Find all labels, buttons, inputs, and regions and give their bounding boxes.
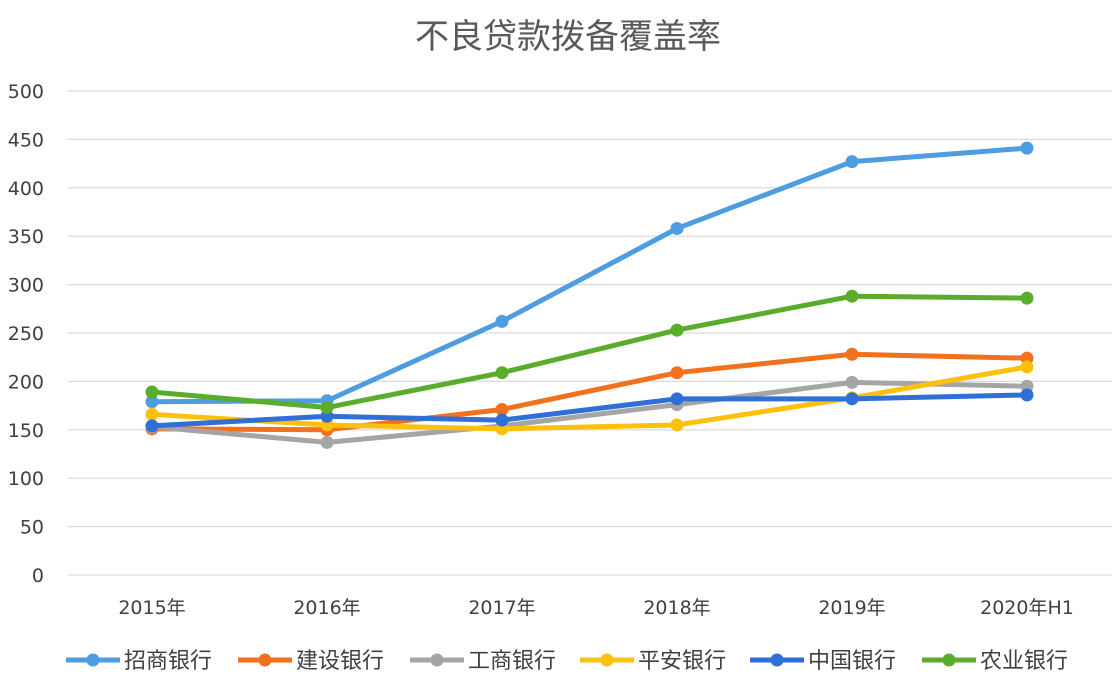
data-point [495, 402, 509, 416]
y-tick-label: 0 [32, 565, 44, 587]
legend-label: 建设银行 [296, 649, 384, 674]
x-tick-label: 2018年 [643, 597, 710, 619]
series-line [151, 379, 1028, 445]
x-tick-label: 2020年H1 [980, 597, 1074, 619]
legend-marker [600, 653, 614, 667]
data-point [845, 375, 859, 389]
y-tick-label: 450 [8, 129, 44, 151]
legend-label: 招商银行 [124, 649, 212, 674]
y-tick-label: 200 [8, 371, 44, 393]
y-tick-label: 500 [8, 81, 44, 103]
legend-marker [86, 653, 100, 667]
data-point [670, 392, 684, 406]
data-point [670, 418, 684, 432]
data-point [145, 385, 159, 399]
data-point [845, 392, 859, 406]
data-point [495, 314, 509, 328]
series-line [151, 145, 1028, 405]
legend-marker [770, 653, 784, 667]
legend-label: 工商银行 [468, 649, 556, 674]
series-line [151, 364, 1028, 432]
data-point [845, 347, 859, 361]
y-tick-label: 350 [8, 226, 44, 248]
chart-title: 不良贷款拨备覆盖率 [415, 17, 721, 57]
legend-marker [942, 653, 956, 667]
data-point [145, 407, 159, 421]
legend-marker [258, 653, 272, 667]
series-line [151, 293, 1028, 411]
data-point [320, 435, 334, 449]
x-tick-label: 2015年 [118, 597, 185, 619]
legend-label: 中国银行 [808, 649, 896, 674]
data-point [145, 395, 159, 409]
x-tick-label: 2017年 [468, 597, 535, 619]
x-tick-label: 2016年 [293, 597, 360, 619]
x-tick-label: 2019年 [818, 597, 885, 619]
data-point [670, 366, 684, 380]
legend-label: 平安银行 [638, 649, 726, 674]
data-point [670, 323, 684, 337]
data-point [1020, 388, 1034, 402]
y-tick-label: 50 [20, 517, 44, 539]
data-point [1020, 291, 1034, 305]
data-point [320, 401, 334, 415]
data-point [1020, 141, 1034, 155]
data-point [845, 155, 859, 169]
data-point [495, 413, 509, 427]
y-tick-label: 100 [8, 468, 44, 490]
y-tick-label: 250 [8, 323, 44, 345]
legend-label: 农业银行 [980, 649, 1068, 674]
y-tick-label: 150 [8, 420, 44, 442]
y-tick-label: 300 [8, 275, 44, 297]
data-point [145, 419, 159, 433]
data-point [670, 221, 684, 235]
series-line [151, 351, 1028, 433]
data-point [845, 289, 859, 303]
data-point [495, 366, 509, 380]
y-tick-label: 400 [8, 178, 44, 200]
legend-marker [430, 653, 444, 667]
data-point [1020, 360, 1034, 374]
series-line [151, 392, 1028, 429]
